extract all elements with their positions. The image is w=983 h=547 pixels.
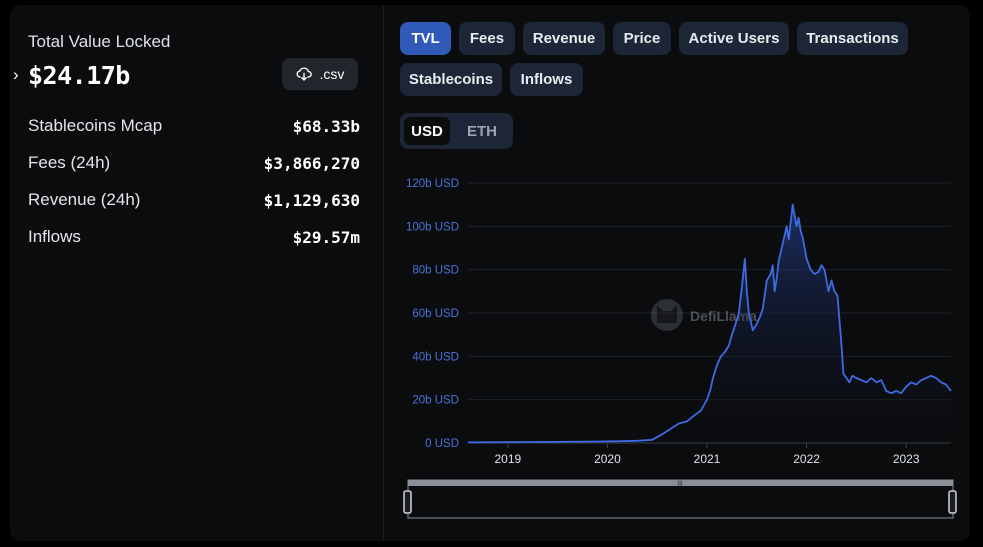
svg-text:|||: |||: [677, 481, 683, 488]
range-slider[interactable]: |||: [403, 479, 957, 519]
tab-revenue[interactable]: Revenue: [523, 22, 605, 55]
tvl-area: [468, 204, 951, 443]
stat-revenue-24h: Revenue (24h) $1,129,630: [28, 188, 360, 212]
tvl-line: [467, 203, 952, 444]
stat-label: Fees (24h): [28, 153, 111, 172]
unit-eth-button[interactable]: ETH: [467, 122, 497, 140]
tab-transactions[interactable]: Transactions: [797, 22, 908, 55]
y-tick-label: 120b USD: [406, 178, 459, 190]
tab-price[interactable]: Price: [613, 22, 671, 55]
tab-active-users[interactable]: Active Users: [679, 22, 789, 55]
tvl-label: Total Value Locked: [28, 32, 171, 51]
y-tick-label: 40b USD: [412, 351, 459, 363]
download-csv-button[interactable]: .csv: [282, 58, 358, 90]
stat-label: Revenue (24h): [28, 190, 141, 209]
csv-label: .csv: [319, 66, 345, 82]
stat-value: $3,866,270: [263, 153, 360, 173]
tvl-chart: 0 USD 20b USD 40b USD 60b USD 80b USD 100b US…: [403, 178, 957, 519]
panel-divider: [383, 5, 384, 541]
stat-value: $29.57m: [292, 227, 360, 247]
stat-label: Inflows: [28, 227, 81, 246]
y-tick-label: 0 USD: [425, 438, 459, 450]
summary-panel: Total Value Locked › $24.17b .csv Stable…: [10, 5, 384, 541]
stat-label: Stablecoins Mcap: [28, 116, 163, 135]
y-tick-label: 80b USD: [412, 265, 459, 277]
expand-chevron-icon[interactable]: ›: [13, 65, 19, 84]
stat-value: $1,129,630: [263, 190, 360, 210]
tvl-value: $24.17b: [28, 61, 130, 90]
y-tick-label: 60b USD: [412, 308, 459, 320]
x-tick-label: 2021: [694, 452, 721, 466]
y-tick-label: 20b USD: [412, 395, 459, 407]
tab-fees[interactable]: Fees: [459, 22, 515, 55]
tab-inflows[interactable]: Inflows: [510, 63, 583, 96]
x-tick-label: 2023: [893, 452, 920, 466]
y-tick-label: 100b USD: [406, 221, 459, 233]
x-tick-label: 2022: [793, 452, 820, 466]
stat-inflows: Inflows $29.57m: [28, 225, 360, 249]
cloud-download-icon: [296, 67, 312, 81]
stat-stablecoins-mcap: Stablecoins Mcap $68.33b: [28, 114, 360, 138]
unit-usd-button[interactable]: USD: [404, 117, 450, 145]
range-handle-right[interactable]: [948, 490, 957, 514]
tab-stablecoins[interactable]: Stablecoins: [400, 63, 502, 96]
x-tick-label: 2020: [594, 452, 621, 466]
unit-toggle: USD ETH: [400, 113, 513, 149]
tab-tvl[interactable]: TVL: [400, 22, 451, 55]
stat-value: $68.33b: [292, 116, 360, 136]
range-handle-left[interactable]: [403, 490, 412, 514]
stat-fees-24h: Fees (24h) $3,866,270: [28, 151, 360, 175]
x-tick-label: 2019: [494, 452, 521, 466]
